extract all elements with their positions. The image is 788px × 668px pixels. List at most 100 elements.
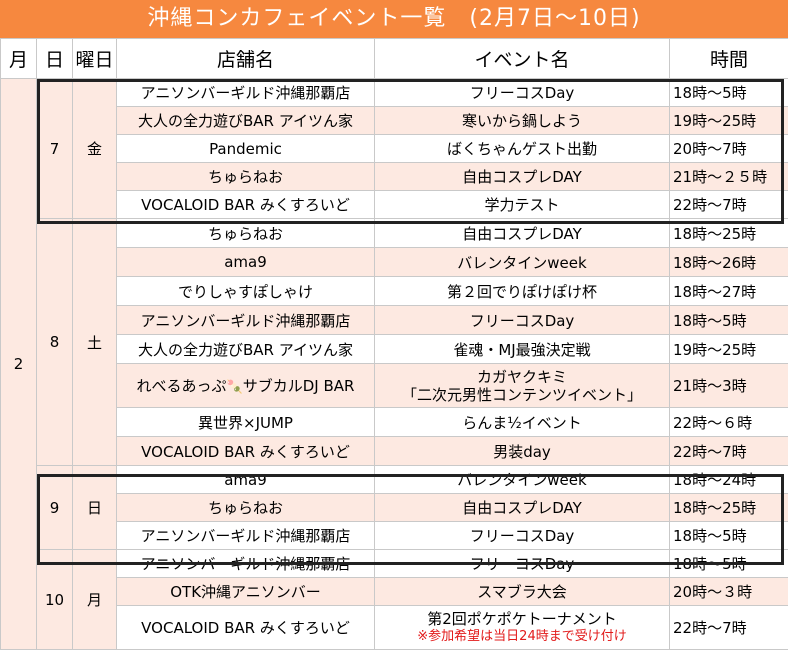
shop-name-cell: ちゅらねお xyxy=(116,218,375,248)
shop-name-cell: Pandemic xyxy=(116,134,375,163)
event-name-cell: カガヤクキミ 「二次元男性コンテンツイベント」 xyxy=(374,363,670,408)
shop-name-cell: VOCALOID BAR みくすろいど xyxy=(116,190,375,219)
event-name-cell: 寒いから鍋しよう xyxy=(374,106,670,135)
day-cell: 8 xyxy=(36,218,73,466)
event-name-cell: 自由コスプレDAY xyxy=(374,218,670,248)
shop-name-cell: アニソンバーギルド沖縄那覇店 xyxy=(116,549,375,578)
event-name-cell: 第２回でりぽけぽけ杯 xyxy=(374,276,670,306)
event-time-cell: 18時～26時 xyxy=(669,247,788,277)
event-row: 10 月アニソンバーギルド沖縄那覇店 フリーコスDay 18時～5時 xyxy=(1,549,788,650)
event-time-cell: 21時～3時 xyxy=(669,363,788,408)
header-shop: 店舗名 xyxy=(116,38,375,79)
shop-name-cell: アニソンバーギルド沖縄那覇店 xyxy=(116,521,375,550)
page-title: 沖縄コンカフェイベント一覧 (2月7日～10日) xyxy=(0,0,788,38)
weekday-cell: 土 xyxy=(72,218,117,466)
shop-name-cell: ちゅらねお xyxy=(116,162,375,191)
shop-name-cell: でりしゃすぽしゃけ xyxy=(116,276,375,306)
shop-name-cell: ama9 xyxy=(116,247,375,277)
header-month: 月 xyxy=(0,38,37,79)
day-cell: 7 xyxy=(36,78,73,219)
event-time-cell: 19時～25時 xyxy=(669,334,788,364)
event-name-cell: フリーコスDay xyxy=(374,549,670,578)
event-row: 2 7 金アニソンバーギルド沖縄那覇店 フリーコスDay 18時～5時 xyxy=(0,78,788,650)
event-time-cell: 22時～7時 xyxy=(669,605,788,650)
event-table: 月 日 曜日 店舗名 イベント名 時間 2 7 金アニソンバーギルド沖縄那覇店 フリー… xyxy=(0,38,788,650)
event-row: 異世界×JUMP らんま½イベント 22時～６時 xyxy=(1,407,788,437)
event-row: ちゅらねお 自由コスプレDAY 21時～２５時 xyxy=(1,162,788,191)
event-time-cell: 22時～６時 xyxy=(669,407,788,437)
shop-name-cell: 異世界×JUMP xyxy=(116,407,375,437)
event-time-cell: 22時～7時 xyxy=(669,190,788,219)
event-row: でりしゃすぽしゃけ 第２回でりぽけぽけ杯 18時～27時 xyxy=(1,276,788,306)
event-name-cell: バレンタインweek xyxy=(374,465,670,494)
event-row: アニソンバーギルド沖縄那覇店 フリーコスDay 18時～5時 xyxy=(1,305,788,335)
event-time-cell: 18時～25時 xyxy=(669,218,788,248)
shop-name-cell: 大人の全力遊びBAR アイツん家 xyxy=(116,106,375,135)
event-row: ama9 バレンタインweek 18時～26時 xyxy=(1,247,788,277)
event-name-lines: 第2回ポケポケトーナメント ※参加希望は当日24時まで受け付け xyxy=(376,609,669,646)
header-day: 日 xyxy=(36,38,73,79)
event-name-cell: フリーコスDay xyxy=(374,305,670,335)
event-row: OTK沖縄アニソンバー スマブラ大会 20時～３時 xyxy=(1,577,788,606)
event-name-cell: バレンタインweek xyxy=(374,247,670,277)
event-name-cell: 学力テスト xyxy=(374,190,670,219)
event-row: 大人の全力遊びBAR アイツん家 雀魂・MJ最強決定戦 19時～25時 xyxy=(1,334,788,364)
event-name-cell: フリーコスDay xyxy=(374,521,670,550)
event-time-cell: 18時～5時 xyxy=(669,521,788,550)
event-row: VOCALOID BAR みくすろいど 男装day 22時～7時 xyxy=(1,436,788,466)
shop-name-cell: ちゅらねお xyxy=(116,493,375,522)
event-time-cell: 21時～２５時 xyxy=(669,162,788,191)
event-row: れべるあっぷ🍡サブカルDJ BAR カガヤクキミ 「二次元男性コンテンツイベント」 2… xyxy=(1,363,788,408)
event-row: Pandemic ばくちゃんゲスト出勤 20時～7時 xyxy=(1,134,788,163)
shop-name: れべるあっぷ xyxy=(136,377,227,395)
event-time-cell: 18時～27時 xyxy=(669,276,788,306)
event-name: カガヤクキミ xyxy=(476,367,567,386)
event-time-cell: 18時～24時 xyxy=(669,465,788,494)
weekday-cell: 金 xyxy=(72,78,117,219)
event-name-cell: 第2回ポケポケトーナメント ※参加希望は当日24時まで受け付け xyxy=(374,605,670,650)
month-cell: 2 xyxy=(0,78,37,650)
event-name-cell: スマブラ大会 xyxy=(374,577,670,606)
event-name: 第2回ポケポケトーナメント xyxy=(427,609,617,628)
header-time: 時間 xyxy=(669,38,788,79)
event-note: ※参加希望は当日24時まで受け付け xyxy=(417,628,627,644)
event-time-cell: 18時～5時 xyxy=(669,305,788,335)
event-time-cell: 20時～３時 xyxy=(669,577,788,606)
event-name-cell: 雀魂・MJ最強決定戦 xyxy=(374,334,670,364)
day-cell: 9 xyxy=(36,465,73,550)
event-name-cell: 自由コスプレDAY xyxy=(374,162,670,191)
event-name-cell: ばくちゃんゲスト出勤 xyxy=(374,134,670,163)
event-row: ちゅらねお 自由コスプレDAY 18時～25時 xyxy=(1,493,788,522)
shop-name-cell: OTK沖縄アニソンバー xyxy=(116,577,375,606)
event-time-cell: 18時～25時 xyxy=(669,493,788,522)
shop-name-cell: VOCALOID BAR みくすろいど xyxy=(116,436,375,466)
event-row: VOCALOID BAR みくすろいど 学力テスト 22時～7時 xyxy=(1,190,788,219)
shop-name-cell: VOCALOID BAR みくすろいど xyxy=(116,605,375,650)
event-row: 8 土ちゅらねお 自由コスプレDAY 18時～25時 xyxy=(1,218,788,466)
event-row: VOCALOID BAR みくすろいど 第2回ポケポケトーナメント ※参加希望は当日… xyxy=(1,605,788,650)
event-name-cell: 男装day xyxy=(374,436,670,466)
event-time-cell: 20時～7時 xyxy=(669,134,788,163)
header-event: イベント名 xyxy=(374,38,670,79)
shop-name-cell: れべるあっぷ🍡サブカルDJ BAR xyxy=(116,363,375,408)
event-name-line2: 「二次元男性コンテンツイベント」 xyxy=(401,385,642,404)
shop-name-cell: ama9 xyxy=(116,465,375,494)
shop-name-cell: アニソンバーギルド沖縄那覇店 xyxy=(116,78,375,107)
event-time-cell: 22時～7時 xyxy=(669,436,788,466)
header-row: 月 日 曜日 店舗名 イベント名 時間 xyxy=(0,38,788,79)
event-row: 9 日 ama9 バレンタインweek 18時～24時 xyxy=(1,465,788,550)
event-time-cell: 18時～5時 xyxy=(669,549,788,578)
weekday-cell: 月 xyxy=(72,549,117,650)
shop-name-cell: アニソンバーギルド沖縄那覇店 xyxy=(116,305,375,335)
day-cell: 10 xyxy=(36,549,73,650)
weekday-cell: 日 xyxy=(72,465,117,550)
event-name-cell: フリーコスDay xyxy=(374,78,670,107)
shop-name-suffix: サブカルDJ BAR xyxy=(242,377,355,395)
shop-name-cell: 大人の全力遊びBAR アイツん家 xyxy=(116,334,375,364)
event-time-cell: 19時～25時 xyxy=(669,106,788,135)
event-row: 大人の全力遊びBAR アイツん家 寒いから鍋しよう 19時～25時 xyxy=(1,106,788,135)
event-name-cell: 自由コスプレDAY xyxy=(374,493,670,522)
header-weekday: 曜日 xyxy=(72,38,117,79)
event-time-cell: 18時～5時 xyxy=(669,78,788,107)
